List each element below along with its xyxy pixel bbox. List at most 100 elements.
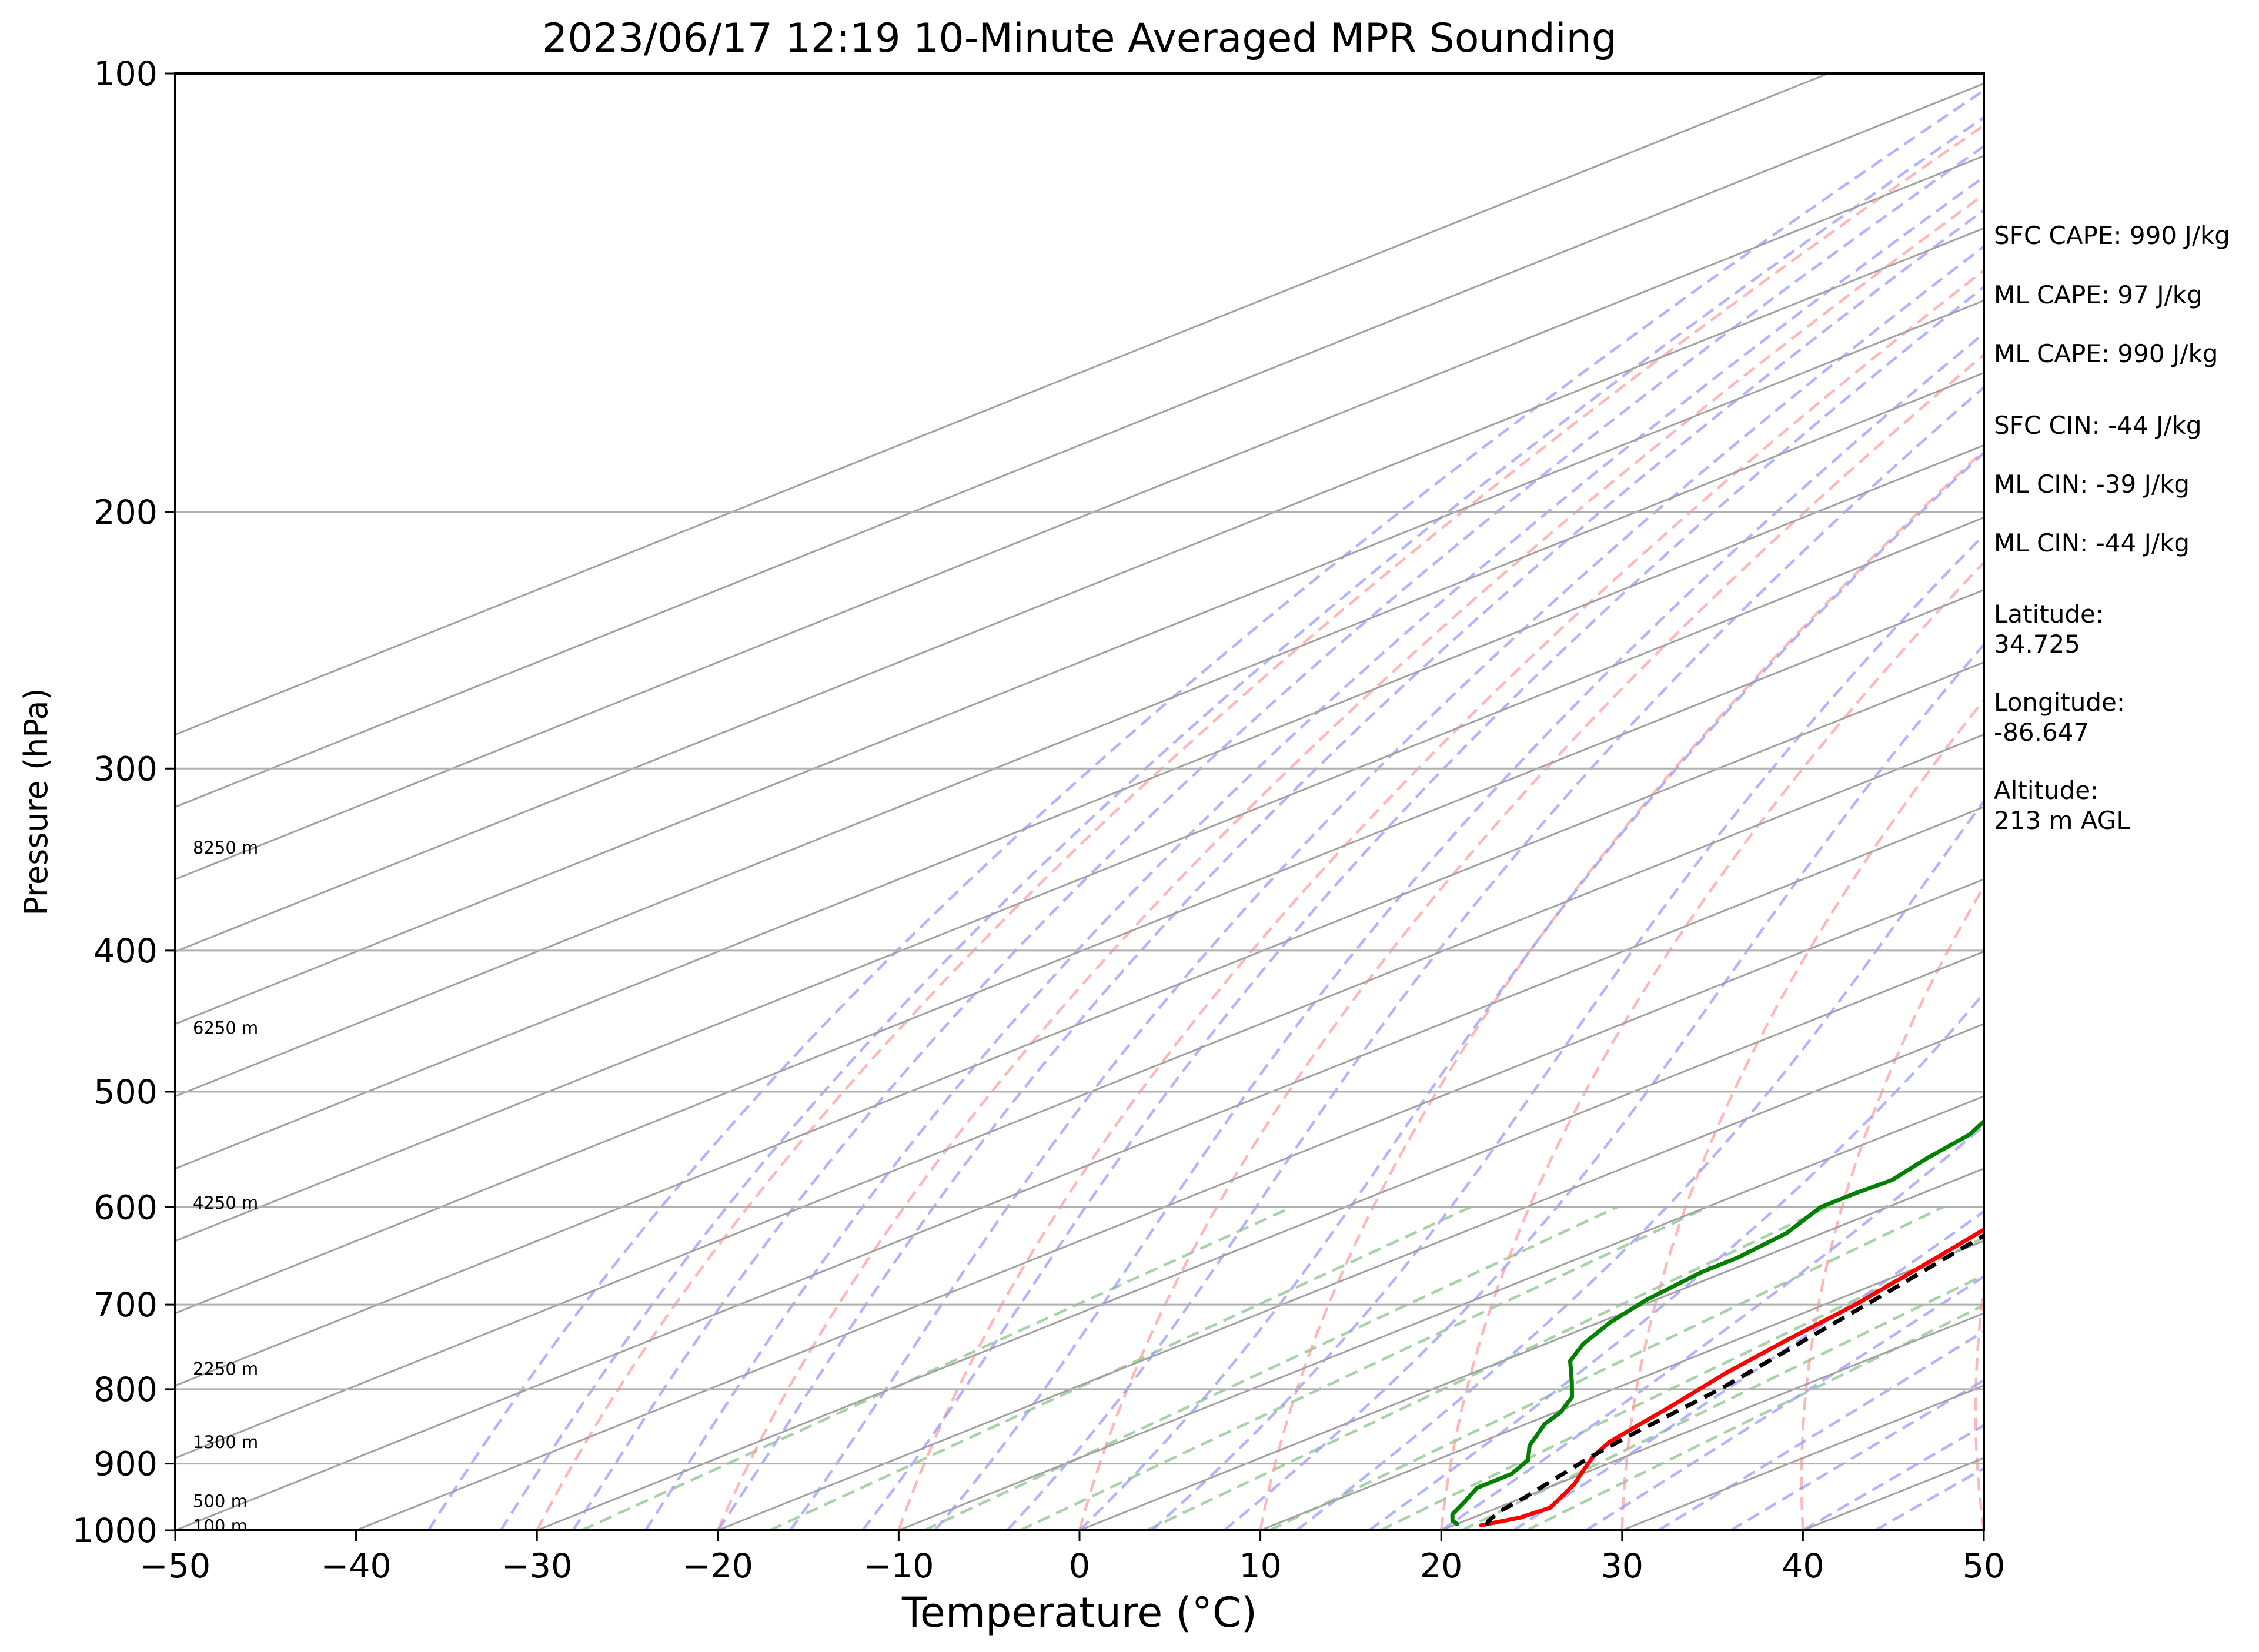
moist-adiabat-line [1440, 1124, 1984, 1530]
moist-adiabat-line [1151, 533, 1984, 1530]
latitude-value: 34.725 [1994, 630, 2080, 658]
moist-adiabat-line [572, 145, 1984, 1530]
isotherm-line [175, 661, 1984, 1387]
y-tick-label: 900 [93, 1445, 158, 1484]
sounding-parameters-panel: SFC CAPE: 990 J/kg ML CAPE: 97 J/kg ML C… [1994, 221, 2230, 835]
y-axis-ticks: 100 200 300 400 500 600 700 800 900 1000 [72, 55, 175, 1550]
y-tick-label: 1000 [72, 1511, 158, 1550]
x-axis-label: Temperature (°C) [901, 1589, 1257, 1637]
ml-cin-text-2: ML CIN: -44 J/kg [1994, 529, 2190, 557]
y-tick-label: 600 [93, 1188, 158, 1227]
moist-adiabat-line [1223, 643, 1984, 1530]
altitude-label: Altitude: [1994, 776, 2098, 805]
height-label: 6250 m [193, 1018, 258, 1038]
sfc-cin-text: SFC CIN: -44 J/kg [1994, 411, 2202, 440]
isotherm-line [1260, 1240, 1984, 1530]
dry-adiabat-line [536, 123, 1984, 1530]
mixing-ratio-line [769, 1206, 1472, 1530]
isotherm-line [175, 73, 1829, 736]
moist-adiabat-line [716, 208, 1984, 1530]
height-label: 100 m [193, 1516, 248, 1536]
moist-adiabat-line [1295, 799, 1984, 1530]
moist-adiabat-line [1802, 1424, 1984, 1530]
height-label: 1300 m [193, 1432, 258, 1452]
isotherm-line [175, 805, 1984, 1530]
isotherm-line [356, 878, 1984, 1530]
sfc-cape-text: SFC CAPE: 990 J/kg [1994, 221, 2230, 250]
mixing-ratio-line [924, 1206, 1618, 1530]
dry-adiabat-line [1078, 353, 1984, 1530]
parcel-profile-line [1485, 1233, 1984, 1526]
y-tick-label: 200 [93, 493, 158, 532]
moist-adiabats [427, 89, 1984, 1530]
x-tick-label: −50 [140, 1547, 210, 1586]
dry-adiabat-line [1439, 560, 1984, 1530]
isotherm-line [175, 588, 1984, 1315]
isotherm-line [1079, 1168, 1984, 1530]
ml-cape-text-2: ML CAPE: 990 J/kg [1994, 339, 2218, 368]
longitude-value: -86.647 [1994, 718, 2089, 747]
x-tick-label: 10 [1239, 1547, 1282, 1586]
isobar-gridlines [175, 73, 1984, 1530]
ml-cape-text: ML CAPE: 97 J/kg [1994, 280, 2203, 309]
isotherm-line [175, 155, 1984, 881]
moist-adiabat-line [861, 285, 1984, 1530]
x-tick-label: −10 [863, 1547, 934, 1586]
isotherm-line [175, 444, 1984, 1170]
dewpoint-profile-line [1450, 1118, 1984, 1526]
x-tick-label: −40 [320, 1547, 391, 1586]
altitude-value: 213 m AGL [1994, 806, 2130, 835]
latitude-label: Latitude: [1994, 600, 2104, 628]
temperature-profile-line [1479, 1227, 1984, 1527]
y-axis-label: Pressure (hPa) [18, 688, 55, 915]
isotherm-line [717, 1023, 1984, 1530]
y-tick-label: 500 [93, 1073, 158, 1112]
sounding-profiles [1450, 1118, 1984, 1527]
moist-adiabat-line [1368, 991, 1984, 1530]
moist-adiabat-line [1512, 1210, 1984, 1530]
dry-adiabat-line [1800, 884, 1984, 1530]
moist-adiabat-line [644, 175, 1984, 1530]
moist-adiabat-line [1730, 1379, 1984, 1530]
moist-adiabat-line [934, 332, 1984, 1530]
isotherm-line [175, 733, 1984, 1459]
x-tick-label: 30 [1601, 1547, 1644, 1586]
isotherm-line [898, 1095, 1984, 1530]
dry-adiabat-line [1259, 449, 1984, 1530]
isotherm-line [175, 372, 1984, 1098]
isotherm-line [175, 516, 1984, 1242]
moist-adiabat-line [499, 116, 1984, 1530]
height-label: 2250 m [193, 1359, 258, 1379]
x-axis-ticks: −50 −40 −30 −20 −10 0 10 20 30 40 50 [140, 1530, 2005, 1586]
x-tick-label: −20 [683, 1547, 753, 1586]
y-tick-label: 300 [93, 750, 158, 788]
chart-title: 2023/06/17 12:19 10-Minute Averaged MPR … [542, 15, 1617, 62]
dry-adiabat-line [897, 269, 1984, 1530]
y-tick-label: 700 [93, 1286, 158, 1325]
height-label: 8250 m [193, 838, 258, 858]
moist-adiabat-line [1585, 1275, 1984, 1530]
x-tick-label: 0 [1069, 1547, 1090, 1586]
x-tick-label: −30 [502, 1547, 572, 1586]
skewed-isotherms [175, 73, 1984, 1530]
plot-area: 100 m 500 m 1300 m 2250 m 4250 m 6250 m 8250 m [175, 73, 1984, 1536]
height-label: 500 m [193, 1491, 248, 1511]
y-tick-label: 800 [93, 1370, 158, 1409]
moist-adiabat-line [427, 89, 1984, 1530]
dry-adiabat-line [1974, 1279, 1984, 1530]
y-tick-label: 100 [93, 55, 158, 93]
height-label: 4250 m [193, 1193, 258, 1213]
ml-cin-text: ML CIN: -39 J/kg [1994, 470, 2190, 499]
isotherm-line [536, 951, 1984, 1530]
dry-adiabat-line [716, 193, 1984, 1530]
moist-adiabat-line [788, 245, 1984, 1530]
isotherm-line [175, 227, 1984, 953]
height-labels: 100 m 500 m 1300 m 2250 m 4250 m 6250 m 8250 m [193, 838, 258, 1536]
y-tick-label: 400 [93, 932, 158, 971]
moist-adiabat-line [1078, 451, 1984, 1530]
x-tick-label: 40 [1782, 1547, 1824, 1586]
isotherm-line [175, 299, 1984, 1025]
isotherm-line [175, 82, 1984, 808]
longitude-label: Longitude: [1994, 688, 2125, 717]
